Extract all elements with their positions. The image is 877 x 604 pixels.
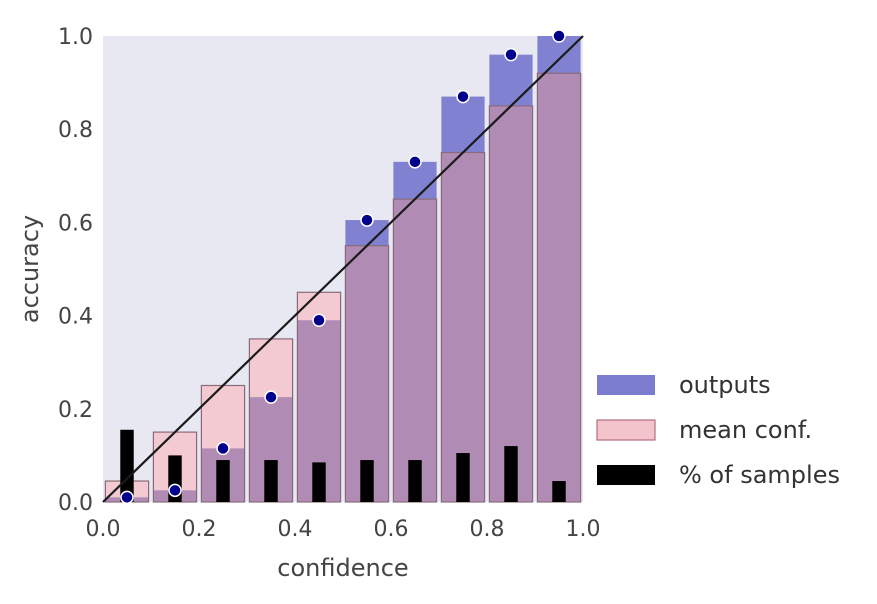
y-tick-label: 0.2 — [58, 398, 93, 423]
samples-bar — [360, 460, 374, 502]
overlap-bar — [441, 152, 485, 502]
samples-bar — [504, 446, 518, 502]
accuracy-point — [360, 213, 374, 227]
legend-swatch — [597, 375, 655, 395]
accuracy-point — [312, 313, 326, 328]
y-tick-label: 0.6 — [58, 211, 93, 236]
overlap-bar — [345, 245, 389, 502]
overlap-bar — [393, 199, 437, 502]
bars-layer — [104, 36, 582, 503]
y-tick-label: 0.4 — [58, 305, 93, 330]
accuracy-point — [504, 47, 518, 62]
y-tick-label: 0.0 — [58, 491, 93, 516]
y-tick-label: 1.0 — [58, 25, 93, 50]
y-tick-label: 0.8 — [58, 118, 93, 143]
samples-bar — [456, 453, 470, 502]
x-tick-labels: 0.0 0.2 0.4 0.6 0.8 1.0 — [86, 517, 601, 542]
accuracy-point — [552, 29, 566, 43]
samples-bar — [216, 460, 230, 502]
accuracy-point — [120, 490, 134, 505]
x-tick-label: 1.0 — [566, 517, 601, 542]
x-axis-label: confidence — [277, 554, 408, 582]
y-tick-labels: 0.0 0.2 0.4 0.6 0.8 1.0 — [58, 25, 93, 516]
perfect-calibration-line — [102, 35, 584, 503]
legend: outputs mean conf. % of samples — [596, 371, 840, 489]
overlap-bar — [537, 73, 581, 502]
accuracy-point — [216, 441, 230, 456]
legend-swatch — [597, 465, 655, 485]
samples-bar — [264, 460, 278, 502]
accuracy-point — [456, 89, 470, 104]
x-tick-label: 0.6 — [374, 517, 409, 542]
samples-bar — [552, 481, 566, 502]
x-tick-label: 0.2 — [182, 517, 217, 542]
x-tick-label: 0.4 — [278, 517, 313, 542]
accuracy-point — [168, 483, 182, 498]
y-axis-label: accuracy — [16, 215, 44, 323]
x-tick-label: 0.0 — [86, 517, 121, 542]
points-layer — [120, 29, 566, 505]
legend-label: outputs — [679, 371, 771, 399]
samples-bar — [312, 462, 326, 502]
samples-bar — [408, 460, 422, 502]
legend-swatch — [596, 419, 656, 441]
accuracy-point — [264, 390, 278, 404]
overlap-bar — [489, 105, 533, 503]
legend-label: mean conf. — [679, 416, 812, 444]
samples-bar — [120, 429, 134, 502]
accuracy-point — [408, 155, 422, 169]
legend-label: % of samples — [679, 461, 840, 489]
x-tick-label: 0.8 — [470, 517, 505, 542]
